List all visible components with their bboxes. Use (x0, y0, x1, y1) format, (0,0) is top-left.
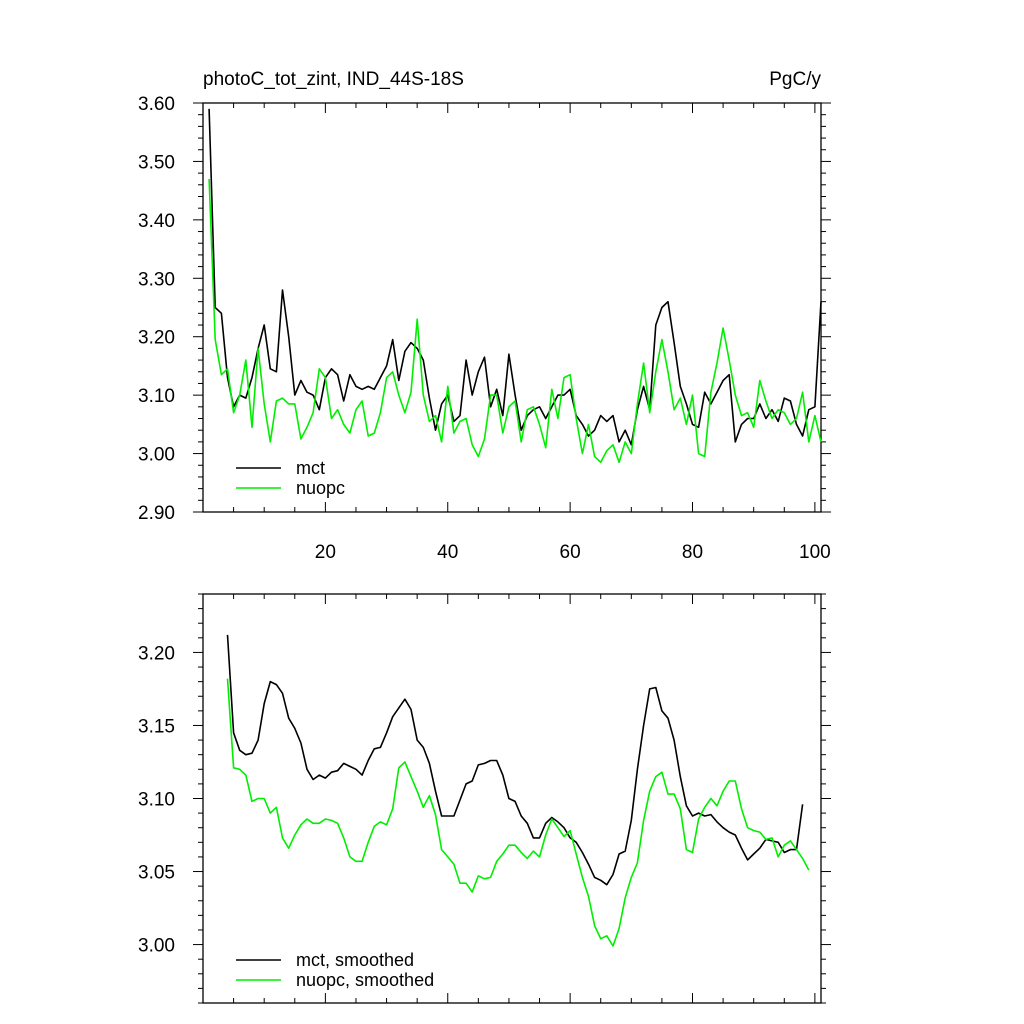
bottom-panel: 3.00 3.05 3.10 3.15 3.20 mct, smoothednuopc, … (138, 593, 831, 1004)
chart-title: photoC_tot_zint, IND_44S-18S (203, 69, 464, 90)
series-line-mct (226, 634, 804, 886)
y-tick-label: 3.40 (138, 211, 175, 232)
y-tick-label: 3.20 (138, 328, 175, 349)
top-panel: photoC_tot_zint, IND_44S-18S PgC/y 20 40 6… (138, 69, 831, 563)
legend-label: mct (296, 458, 325, 478)
series-line-nuopc (226, 678, 810, 947)
y-tick-label: 2.90 (138, 503, 175, 524)
legend-label: nuopc (296, 478, 345, 498)
legend-label: nuopc, smoothed (296, 970, 434, 990)
y-tick-label: 3.05 (138, 863, 175, 884)
y-tick-label: 3.60 (138, 94, 175, 115)
y-tick-label: 3.10 (138, 790, 175, 811)
plot-frame (202, 102, 822, 513)
series-line-nuopc (208, 178, 822, 464)
plot-frame (202, 593, 822, 1004)
x-tick-label: 80 (682, 542, 703, 563)
legend-label: mct, smoothed (296, 950, 414, 970)
x-tick-label: 20 (315, 542, 336, 563)
y-tick-label: 3.30 (138, 269, 175, 290)
y-tick-label: 3.50 (138, 152, 175, 173)
x-tick-label: 40 (437, 542, 458, 563)
y-tick-label: 3.00 (138, 936, 175, 957)
y-tick-label: 3.10 (138, 386, 175, 407)
series-line-mct (208, 108, 822, 446)
units-label: PgC/y (769, 69, 821, 90)
y-tick-label: 3.15 (138, 716, 175, 737)
y-tick-label: 3.00 (138, 445, 175, 466)
y-tick-label: 3.20 (138, 643, 175, 664)
bottom-plot-area: 3.00 3.05 3.10 3.15 3.20 mct, smoothednuopc, … (138, 593, 831, 1004)
x-tick-label: 60 (560, 542, 581, 563)
top-plot-area: 20 40 60 80 100 2.90 3.00 3.10 3.20 3.30 3.40 3.50 3… (138, 94, 831, 563)
x-tick-label: 100 (799, 542, 831, 563)
